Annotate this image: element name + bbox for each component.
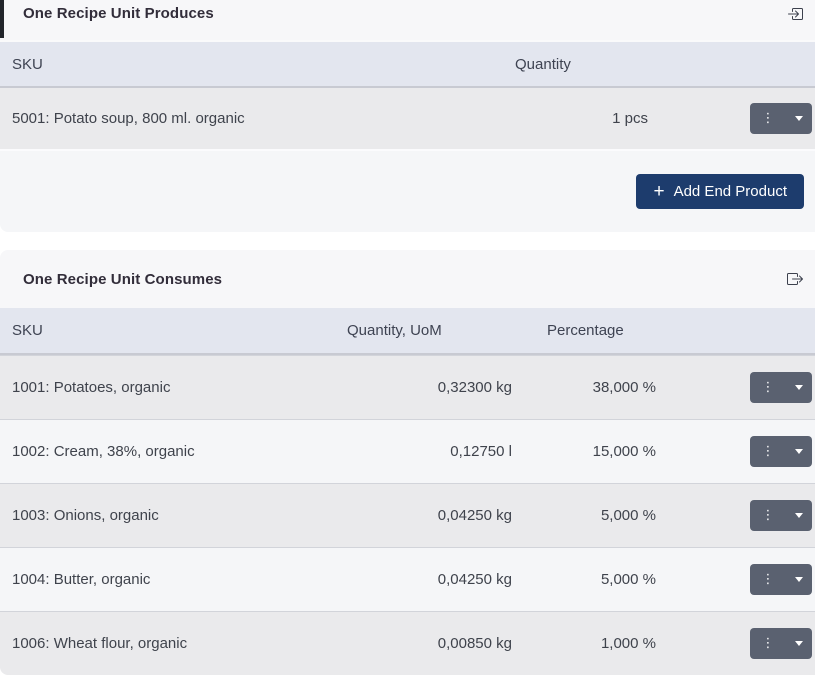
table-row: 1003: Onions, organic 0,04250 kg 5,000 %… [0,483,815,547]
row-action-split-button: ⋮ [750,628,812,659]
add-end-product-label: Add End Product [673,183,787,200]
row-action-dropdown-toggle[interactable] [786,564,812,595]
row-sku: 1003: Onions, organic [12,507,159,524]
table-row: 5001: Potato soup, 800 ml. organic 1 pcs… [0,88,815,149]
kebab-menu-icon[interactable]: ⋮ [750,103,786,134]
kebab-menu-icon[interactable]: ⋮ [750,500,786,531]
row-quantity: 0,00850 kg [437,635,512,652]
row-action-split-button: ⋮ [750,564,812,595]
row-percentage: 5,000 % [600,507,656,524]
consumes-col-percentage: Percentage [547,322,624,339]
row-action-dropdown-toggle[interactable] [786,436,812,467]
consumes-export-button[interactable] [787,271,803,287]
table-row: 1001: Potatoes, organic 0,32300 kg 38,00… [0,355,815,419]
row-sku: 1006: Wheat flour, organic [12,635,188,652]
consumes-col-sku: SKU [12,322,43,339]
row-quantity: 0,04250 kg [437,571,512,588]
table-row: 1002: Cream, 38%, organic 0,12750 l 15,0… [0,419,815,483]
produces-table-header: SKU Quantity [0,40,815,88]
row-action-dropdown-toggle[interactable] [786,103,812,134]
row-percentage: 15,000 % [592,443,656,460]
row-action-dropdown-toggle[interactable] [786,628,812,659]
kebab-menu-icon[interactable]: ⋮ [750,628,786,659]
caret-down-icon [795,385,803,390]
produces-col-quantity: Quantity [515,55,571,73]
consumes-table-header: SKU Quantity, UoM Percentage [0,308,815,355]
row-percentage: 38,000 % [592,379,656,396]
row-action-split-button: ⋮ [750,500,812,531]
box-arrow-in-right-icon [787,6,803,22]
caret-down-icon [795,641,803,646]
plus-icon: + [653,180,665,202]
row-sku: 1004: Butter, organic [12,571,151,588]
row-actions: ⋮ [656,436,815,467]
row-actions: ⋮ [656,500,815,531]
kebab-menu-icon[interactable]: ⋮ [750,564,786,595]
produces-title: One Recipe Unit Produces [23,5,214,22]
caret-down-icon [795,513,803,518]
caret-down-icon [795,116,803,121]
produces-footer: + Add End Product [0,149,815,232]
consumes-col-quantity-uom: Quantity, UoM [347,322,442,339]
produces-col-sku: SKU [12,55,43,73]
row-actions: ⋮ [656,564,815,595]
produces-card: One Recipe Unit Produces SKU Quantity 50… [0,0,815,232]
add-end-product-button[interactable]: + Add End Product [636,174,804,209]
row-actions: ⋮ [648,103,815,134]
produces-card-header: One Recipe Unit Produces [0,0,815,40]
row-quantity: 0,12750 l [450,443,512,460]
produces-export-button[interactable] [787,6,803,22]
row-action-dropdown-toggle[interactable] [786,500,812,531]
box-arrow-right-icon [787,271,803,287]
kebab-menu-icon[interactable]: ⋮ [750,436,786,467]
row-sku: 1002: Cream, 38%, organic [12,443,195,460]
row-action-split-button: ⋮ [750,372,812,403]
kebab-menu-icon[interactable]: ⋮ [750,372,786,403]
row-quantity: 0,32300 kg [437,379,512,396]
table-row: 1006: Wheat flour, organic 0,00850 kg 1,… [0,611,815,675]
row-action-dropdown-toggle[interactable] [786,372,812,403]
row-quantity: 1 pcs [612,110,648,127]
left-edge-artifact [0,0,4,38]
row-quantity: 0,04250 kg [437,507,512,524]
consumes-title: One Recipe Unit Consumes [23,270,223,288]
table-row: 1004: Butter, organic 0,04250 kg 5,000 %… [0,547,815,611]
row-percentage: 1,000 % [600,635,656,652]
row-action-split-button: ⋮ [750,103,812,134]
consumes-card-header: One Recipe Unit Consumes [0,250,815,308]
caret-down-icon [795,449,803,454]
row-actions: ⋮ [656,372,815,403]
row-percentage: 5,000 % [600,571,656,588]
row-sku: 1001: Potatoes, organic [12,379,171,396]
row-action-split-button: ⋮ [750,436,812,467]
row-sku: 5001: Potato soup, 800 ml. organic [12,110,245,127]
consumes-card: One Recipe Unit Consumes SKU Quantity, U… [0,250,815,675]
caret-down-icon [795,577,803,582]
row-actions: ⋮ [656,628,815,659]
